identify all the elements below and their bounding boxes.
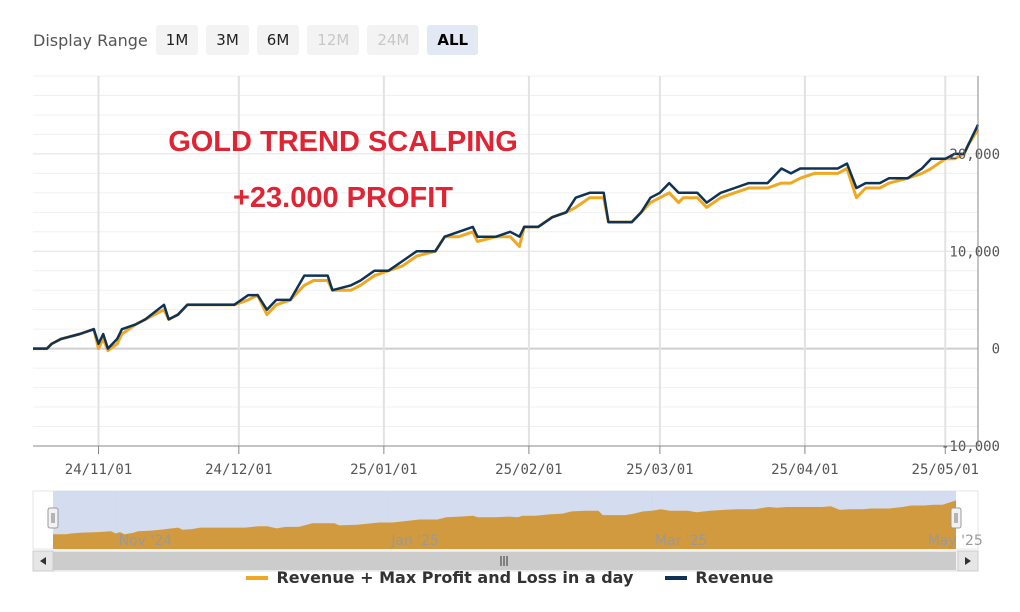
x-tick-label: 25/01/01 bbox=[350, 462, 417, 478]
range-button-12m[interactable]: 12M bbox=[307, 25, 360, 55]
navigator[interactable]: Nov '24 Jan '25 Mar '25 May '25 bbox=[32, 490, 983, 550]
y-tick-label: 10,000 bbox=[949, 244, 1000, 260]
annotation-profit: +23.000 PROFIT bbox=[233, 182, 453, 214]
navigator-tick-label: Mar '25 bbox=[655, 533, 708, 549]
legend-swatch-orange bbox=[246, 575, 269, 580]
arrow-left-icon bbox=[40, 557, 46, 565]
y-axis-tick-labels: -10,000 0 10,000 20,000 bbox=[941, 147, 1000, 455]
navigator-tick-label: Jan '25 bbox=[390, 533, 439, 549]
x-tick-label: 24/11/01 bbox=[65, 462, 132, 478]
range-selector: Display Range 1M 3M 6M 12M 24M ALL bbox=[33, 23, 486, 57]
series-line-revenue bbox=[33, 124, 980, 350]
range-selector-label: Display Range bbox=[33, 30, 148, 50]
scrollbar-grip-icon bbox=[500, 556, 508, 566]
range-button-24m[interactable]: 24M bbox=[367, 25, 420, 55]
x-axis-ticks: 24/11/01 24/12/01 25/01/01 25/02/01 25/03/01… bbox=[65, 446, 979, 478]
range-button-all[interactable]: ALL bbox=[427, 25, 479, 55]
x-tick-label: 25/04/01 bbox=[771, 462, 838, 478]
legend-label: Revenue bbox=[695, 568, 774, 587]
legend-swatch-navy bbox=[665, 575, 688, 580]
range-button-6m[interactable]: 6M bbox=[256, 25, 300, 55]
series-line-max-pnl bbox=[33, 128, 980, 353]
y-tick-label: 0 bbox=[992, 342, 1000, 358]
x-tick-label: 25/03/01 bbox=[626, 462, 693, 478]
annotation-title: GOLD TREND SCALPING bbox=[168, 126, 518, 158]
navigator-tick-label: May '25 bbox=[928, 533, 983, 549]
legend-item-revenue[interactable]: Revenue bbox=[665, 568, 774, 587]
legend: Revenue + Max Profit and Loss in a day R… bbox=[0, 568, 1020, 587]
navigator-tick-label: Nov '24 bbox=[119, 533, 173, 549]
navigator-right-handle[interactable] bbox=[950, 507, 962, 529]
navigator-axis-labels: Nov '24 Jan '25 Mar '25 May '25 bbox=[119, 533, 983, 549]
plot-series bbox=[33, 124, 980, 353]
legend-item-max-pnl[interactable]: Revenue + Max Profit and Loss in a day bbox=[246, 568, 633, 587]
range-button-3m[interactable]: 3M bbox=[206, 25, 249, 55]
arrow-right-icon bbox=[965, 557, 971, 565]
range-button-1m[interactable]: 1M bbox=[155, 25, 199, 55]
navigator-left-handle[interactable] bbox=[47, 507, 59, 529]
x-tick-label: 25/05/01 bbox=[912, 462, 979, 478]
navigator-area bbox=[53, 500, 956, 549]
scrollbar[interactable] bbox=[32, 550, 979, 572]
y-tick-label: -10,000 bbox=[941, 439, 1000, 455]
y-tick-label: 20,000 bbox=[949, 147, 1000, 163]
x-tick-label: 24/12/01 bbox=[205, 462, 272, 478]
legend-label: Revenue + Max Profit and Loss in a day bbox=[276, 568, 634, 587]
x-tick-label: 25/02/01 bbox=[495, 462, 562, 478]
